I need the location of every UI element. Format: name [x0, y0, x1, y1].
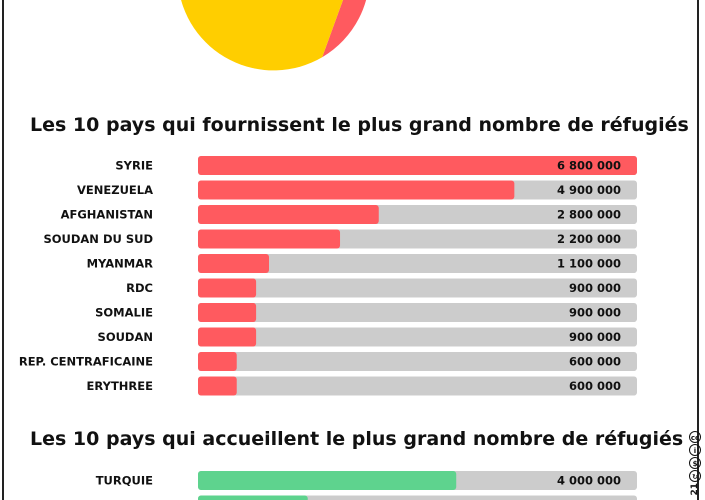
by-icon: i: [689, 444, 701, 457]
bar-category-label: ERYTHREE: [87, 379, 154, 393]
bar-category-label: RDC: [126, 281, 153, 295]
bar-value-label: 4 900 000: [557, 183, 621, 197]
bar-value-label: 600 000: [569, 379, 621, 393]
bar: [198, 229, 341, 249]
bar-value-label: 900 000: [569, 281, 621, 295]
bar: [198, 278, 257, 298]
bar: [198, 205, 379, 224]
bar-category-label: MYANMAR: [87, 257, 154, 271]
bar: [198, 352, 237, 371]
bar-track: [198, 327, 637, 347]
bar: [198, 180, 515, 200]
bar-category-label: VENEZUELA: [77, 183, 153, 197]
pie-chart: [181, 0, 367, 71]
bar-value-label: 900 000: [569, 306, 621, 320]
origin-bar-chart: SYRIE 6 800 000 VENEZUELA 4 900 000 AFGHANIS…: [19, 156, 637, 396]
bar-track: [198, 303, 637, 322]
bar-track: [198, 352, 637, 371]
cc-icon: cc: [689, 431, 701, 444]
bar-category-label: TURQUIE: [96, 474, 153, 488]
bar: [198, 303, 257, 322]
pie-slice-0: [322, 0, 367, 58]
bar: [198, 376, 237, 396]
bar-value-label: 900 000: [569, 330, 621, 344]
pie-slice-1: [181, 0, 343, 71]
bar-category-label: REP. CENTRAFICAINE: [19, 355, 153, 369]
bar: [198, 495, 308, 500]
bar-category-label: SOUDAN: [98, 330, 153, 344]
bar-value-label: 1 100 000: [557, 257, 621, 271]
host-chart-title: Les 10 pays qui accueillent le plus gran…: [30, 428, 684, 450]
sa-icon: ↻: [689, 470, 701, 483]
host-bar-chart: TURQUIE 4 000 000: [96, 471, 637, 500]
license-badge: cc i $ ↻ 21: [688, 431, 702, 496]
bar-category-label: SOMALIE: [95, 306, 153, 320]
bar-value-label: 6 800 000: [557, 159, 621, 173]
year-fragment: 21: [690, 483, 700, 496]
bar-category-label: SOUDAN DU SUD: [43, 232, 153, 246]
bar: [198, 327, 257, 347]
bar-value-label: 2 800 000: [557, 208, 621, 222]
nc-icon: $: [689, 457, 701, 470]
bar-value-label: 4 000 000: [557, 474, 621, 488]
bar-track: [198, 376, 637, 396]
bar-value-label: 2 200 000: [557, 232, 621, 246]
bar: [198, 156, 637, 175]
bar: [198, 254, 270, 273]
bar-category-label: SYRIE: [115, 159, 153, 173]
bar-track: [198, 278, 637, 298]
bar: [198, 471, 457, 490]
bar-category-label: AFGHANISTAN: [61, 208, 153, 222]
origin-chart-title: Les 10 pays qui fournissent le plus gran…: [30, 114, 689, 136]
bar-value-label: 600 000: [569, 355, 621, 369]
bar-track: [198, 254, 637, 273]
bar-track: [198, 495, 637, 500]
